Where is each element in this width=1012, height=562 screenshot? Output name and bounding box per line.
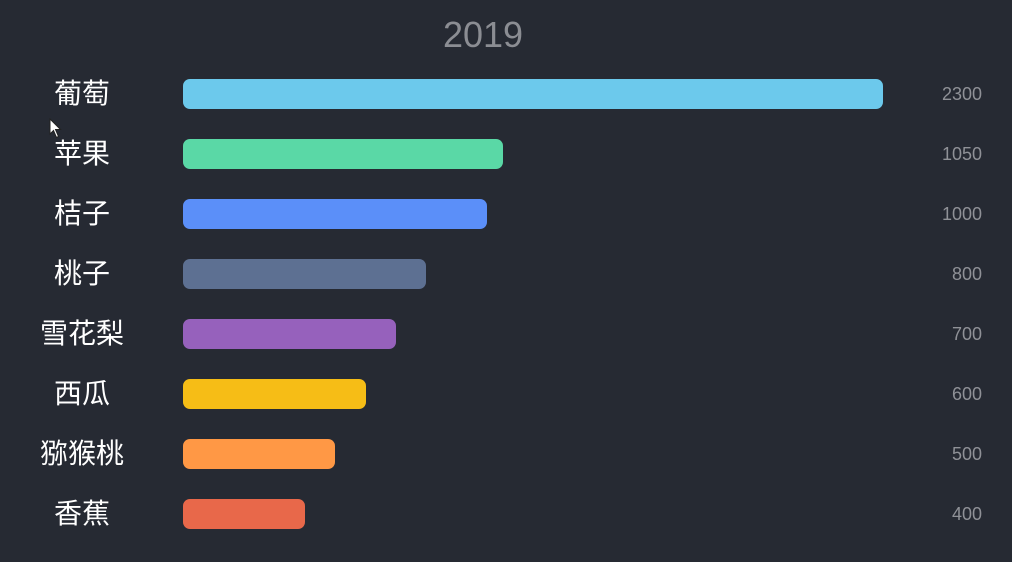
bar xyxy=(183,199,487,229)
bar xyxy=(183,259,426,289)
chart-row: 葡萄 2300 xyxy=(0,77,1012,110)
value-label: 1050 xyxy=(941,144,982,164)
value-label: 700 xyxy=(951,324,982,344)
bar xyxy=(183,319,396,349)
bar xyxy=(183,379,366,409)
category-label: 香蕉 xyxy=(53,497,110,530)
mouse-cursor-icon xyxy=(49,118,62,139)
bar xyxy=(183,499,305,529)
value-label: 600 xyxy=(951,384,982,404)
chart-title: 2019 xyxy=(442,14,524,55)
value-label: 2300 xyxy=(941,84,982,104)
category-label: 桃子 xyxy=(53,257,110,290)
chart-row: 猕猴桃 500 xyxy=(0,437,1012,470)
bar xyxy=(183,79,883,109)
chart-row: 西瓜 600 xyxy=(0,377,1012,410)
value-label: 800 xyxy=(951,264,982,284)
chart-row: 雪花梨 700 xyxy=(0,317,1012,350)
chart-row: 苹果 1050 xyxy=(0,137,1012,170)
category-label: 苹果 xyxy=(53,137,110,170)
value-label: 400 xyxy=(951,504,982,524)
category-label: 葡萄 xyxy=(53,77,110,110)
value-label: 500 xyxy=(951,444,982,464)
category-label: 桔子 xyxy=(53,197,110,230)
category-label: 猕猴桃 xyxy=(39,437,124,470)
chart-row: 香蕉 400 xyxy=(0,497,1012,530)
category-label: 雪花梨 xyxy=(39,317,124,350)
bar xyxy=(183,139,503,169)
value-label: 1000 xyxy=(941,204,982,224)
chart-row: 桔子 1000 xyxy=(0,197,1012,230)
bar xyxy=(183,439,335,469)
category-label: 西瓜 xyxy=(53,377,110,410)
chart-row: 桃子 800 xyxy=(0,257,1012,290)
